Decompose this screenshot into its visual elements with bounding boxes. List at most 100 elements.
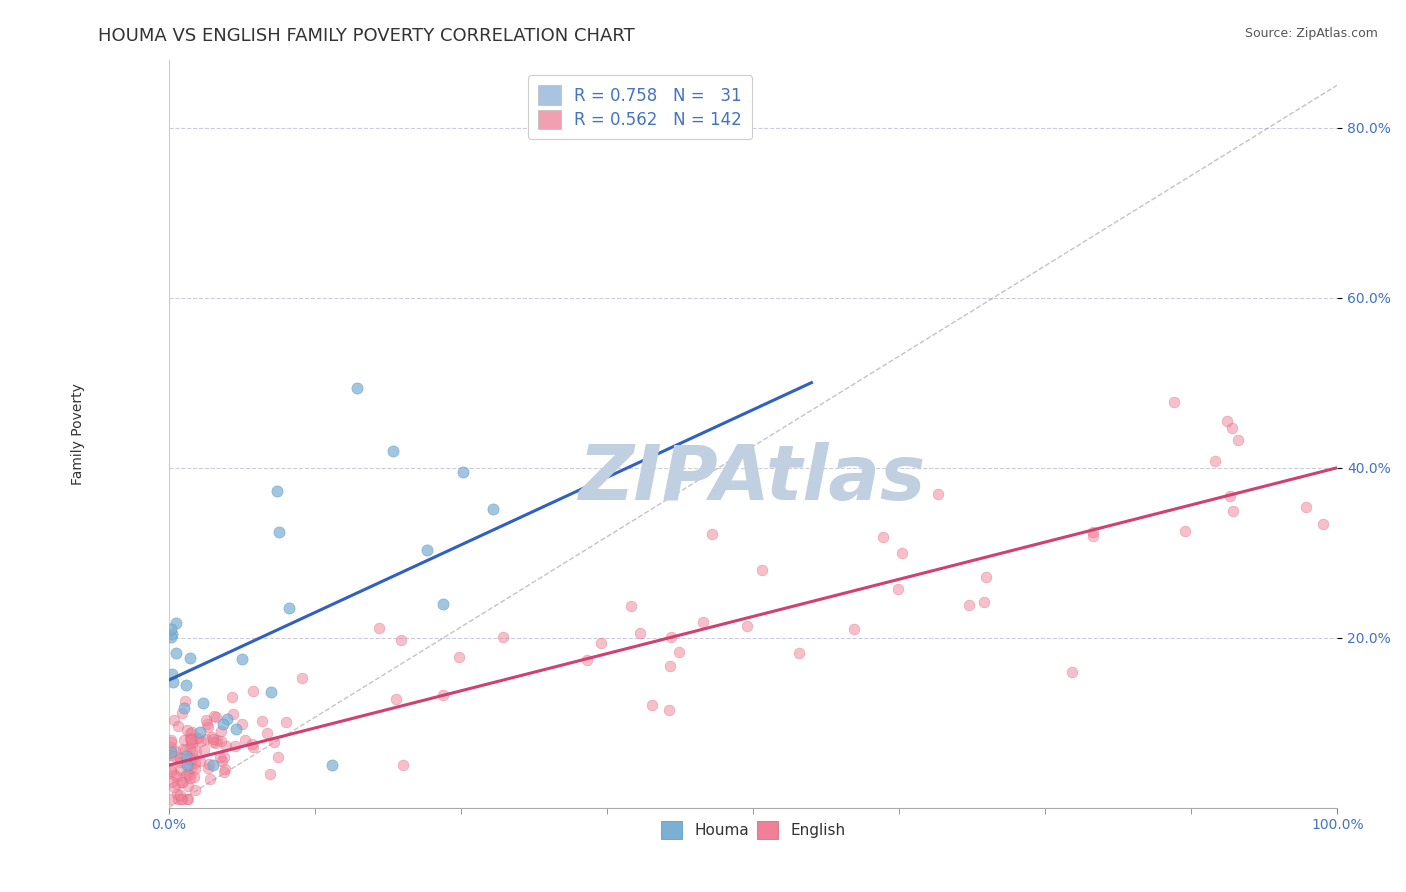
- Point: [432, 688, 454, 702]
- Point: [184, 731, 207, 746]
- Y-axis label: Family Poverty: Family Poverty: [72, 383, 86, 484]
- Point: [269, 525, 291, 540]
- Point: [1222, 504, 1244, 518]
- Point: [177, 779, 200, 793]
- Point: [1219, 489, 1241, 503]
- Point: [183, 756, 205, 771]
- Text: HOUMA VS ENGLISH FAMILY POVERTY CORRELATION CHART: HOUMA VS ENGLISH FAMILY POVERTY CORRELAT…: [98, 27, 636, 45]
- Point: [973, 595, 995, 609]
- Point: [492, 630, 515, 644]
- Point: [1312, 516, 1334, 531]
- Point: [179, 726, 201, 740]
- Point: [211, 717, 233, 731]
- Point: [416, 543, 439, 558]
- Point: [201, 730, 224, 744]
- Point: [692, 615, 714, 629]
- Point: [1226, 433, 1249, 447]
- Point: [225, 723, 247, 737]
- Point: [231, 652, 253, 666]
- Point: [927, 487, 949, 501]
- Point: [451, 466, 474, 480]
- Point: [170, 775, 193, 789]
- Point: [201, 732, 224, 747]
- Point: [170, 774, 193, 789]
- Point: [202, 758, 225, 772]
- Point: [214, 750, 236, 764]
- Legend: Houma, English: Houma, English: [655, 815, 852, 845]
- Point: [432, 598, 454, 612]
- Point: [169, 755, 191, 769]
- Point: [1204, 454, 1226, 468]
- Point: [1060, 665, 1083, 679]
- Point: [256, 726, 278, 740]
- Point: [221, 690, 243, 705]
- Point: [160, 764, 183, 779]
- Point: [259, 767, 281, 781]
- Point: [209, 724, 232, 739]
- Point: [183, 783, 205, 797]
- Point: [170, 792, 193, 806]
- Point: [188, 724, 211, 739]
- Point: [787, 646, 810, 660]
- Point: [205, 710, 228, 724]
- Point: [162, 713, 184, 727]
- Point: [205, 736, 228, 750]
- Point: [368, 621, 391, 635]
- Point: [872, 530, 894, 544]
- Point: [179, 741, 201, 756]
- Point: [160, 747, 183, 762]
- Point: [174, 694, 197, 708]
- Point: [166, 777, 188, 791]
- Point: [166, 787, 188, 801]
- Point: [163, 748, 186, 763]
- Point: [659, 631, 682, 645]
- Point: [176, 758, 198, 772]
- Point: [576, 653, 599, 667]
- Point: [167, 792, 190, 806]
- Point: [165, 616, 187, 631]
- Point: [389, 633, 412, 648]
- Point: [169, 763, 191, 777]
- Point: [179, 768, 201, 782]
- Point: [233, 732, 256, 747]
- Point: [266, 750, 288, 764]
- Point: [162, 674, 184, 689]
- Point: [160, 739, 183, 754]
- Point: [160, 732, 183, 747]
- Point: [174, 749, 197, 764]
- Point: [217, 712, 239, 726]
- Point: [658, 703, 681, 717]
- Point: [658, 658, 681, 673]
- Point: [179, 752, 201, 766]
- Point: [166, 718, 188, 732]
- Point: [346, 382, 368, 396]
- Point: [176, 792, 198, 806]
- Point: [211, 754, 233, 768]
- Point: [163, 744, 186, 758]
- Point: [214, 765, 236, 780]
- Point: [177, 758, 200, 772]
- Point: [277, 601, 299, 615]
- Point: [240, 737, 263, 751]
- Point: [260, 685, 283, 699]
- Point: [176, 678, 198, 692]
- Point: [1174, 524, 1197, 538]
- Point: [181, 745, 204, 759]
- Point: [160, 745, 183, 759]
- Point: [162, 626, 184, 640]
- Point: [183, 762, 205, 776]
- Point: [160, 775, 183, 789]
- Point: [620, 599, 643, 614]
- Point: [207, 732, 229, 747]
- Point: [263, 734, 285, 748]
- Point: [169, 751, 191, 765]
- Point: [202, 735, 225, 749]
- Point: [735, 619, 758, 633]
- Point: [180, 733, 202, 747]
- Point: [224, 739, 246, 753]
- Point: [957, 599, 980, 613]
- Point: [181, 735, 204, 749]
- Point: [382, 444, 405, 458]
- Point: [195, 732, 218, 747]
- Text: ZIPAtlas: ZIPAtlas: [579, 442, 927, 516]
